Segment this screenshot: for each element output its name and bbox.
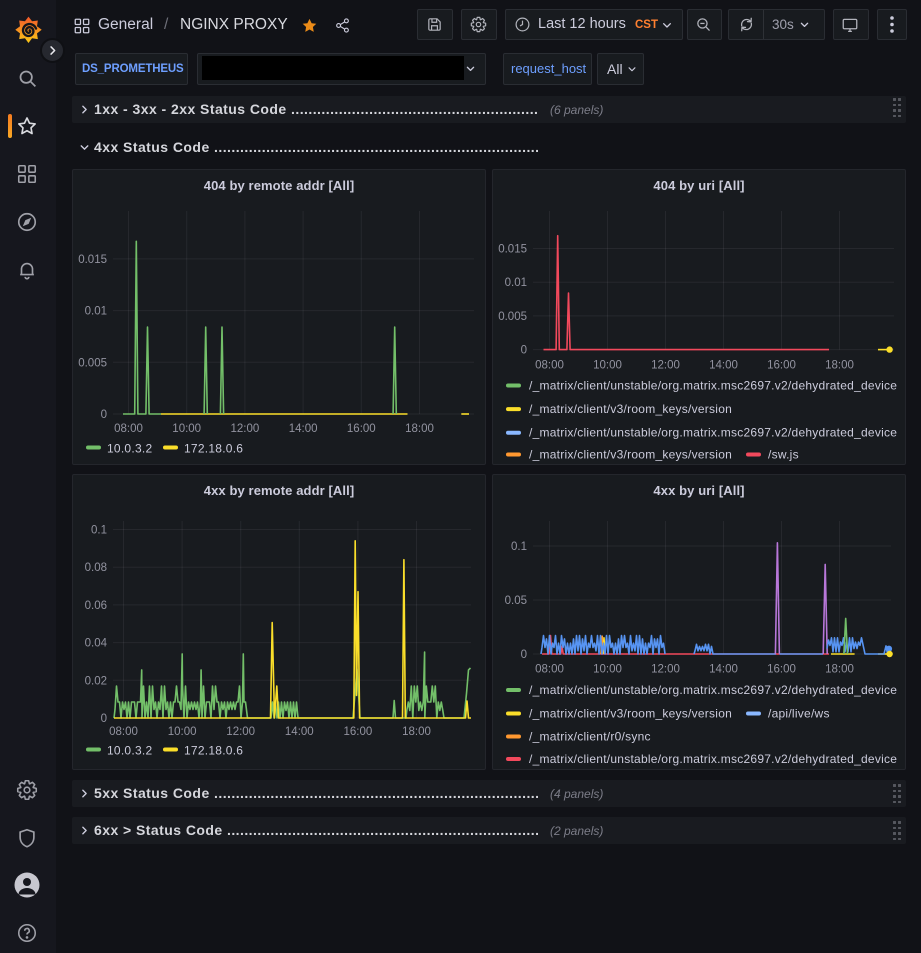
svg-text:12:00: 12:00 bbox=[651, 360, 680, 372]
svg-text:08:00: 08:00 bbox=[535, 360, 564, 372]
svg-text:0: 0 bbox=[521, 649, 527, 661]
svg-text:08:00: 08:00 bbox=[535, 664, 564, 676]
svg-text:16:00: 16:00 bbox=[347, 423, 376, 435]
svg-text:10:00: 10:00 bbox=[172, 423, 201, 435]
svg-text:/api/live/ws: /api/live/ws bbox=[768, 707, 830, 721]
svg-text:/_matrix/client/v3/room_keys/v: /_matrix/client/v3/room_keys/version bbox=[529, 707, 732, 721]
svg-text:12:00: 12:00 bbox=[231, 423, 260, 435]
svg-text:0.015: 0.015 bbox=[498, 244, 527, 256]
svg-text:10:00: 10:00 bbox=[593, 360, 622, 372]
svg-text:14:00: 14:00 bbox=[289, 423, 318, 435]
svg-text:18:00: 18:00 bbox=[405, 423, 434, 435]
svg-text:0.01: 0.01 bbox=[85, 306, 107, 318]
svg-text:18:00: 18:00 bbox=[825, 360, 854, 372]
svg-text:10.0.3.2: 10.0.3.2 bbox=[107, 744, 152, 758]
svg-text:/_matrix/client/unstable/org.m: /_matrix/client/unstable/org.matrix.msc2… bbox=[529, 426, 897, 440]
svg-text:10:00: 10:00 bbox=[168, 726, 197, 738]
svg-text:0.005: 0.005 bbox=[498, 311, 527, 323]
svg-text:0: 0 bbox=[101, 409, 107, 421]
svg-text:08:00: 08:00 bbox=[109, 726, 138, 738]
svg-text:/_matrix/client/unstable/org.m: /_matrix/client/unstable/org.matrix.msc2… bbox=[529, 683, 897, 697]
svg-text:/_matrix/client/v3/room_keys/v: /_matrix/client/v3/room_keys/version bbox=[529, 402, 732, 416]
svg-text:0.06: 0.06 bbox=[85, 600, 107, 612]
svg-text:08:00: 08:00 bbox=[114, 423, 143, 435]
svg-text:10:00: 10:00 bbox=[593, 664, 622, 676]
svg-text:/_matrix/client/unstable/org.m: /_matrix/client/unstable/org.matrix.msc2… bbox=[529, 752, 897, 766]
svg-text:0.04: 0.04 bbox=[85, 638, 108, 650]
svg-text:16:00: 16:00 bbox=[767, 360, 796, 372]
svg-text:/_matrix/client/unstable/org.m: /_matrix/client/unstable/org.matrix.msc2… bbox=[529, 379, 897, 393]
svg-text:0: 0 bbox=[521, 345, 527, 357]
svg-text:16:00: 16:00 bbox=[767, 664, 796, 676]
svg-text:/_matrix/client/v3/room_keys/v: /_matrix/client/v3/room_keys/version bbox=[529, 448, 732, 462]
svg-text:12:00: 12:00 bbox=[651, 664, 680, 676]
svg-text:18:00: 18:00 bbox=[402, 726, 431, 738]
svg-text:14:00: 14:00 bbox=[709, 360, 738, 372]
svg-text:18:00: 18:00 bbox=[825, 664, 854, 676]
svg-text:12:00: 12:00 bbox=[226, 726, 255, 738]
svg-text:0.05: 0.05 bbox=[505, 595, 527, 607]
svg-text:0.005: 0.005 bbox=[78, 357, 107, 369]
svg-text:/sw.js: /sw.js bbox=[768, 448, 799, 462]
svg-text:0.015: 0.015 bbox=[78, 254, 107, 266]
svg-text:0.1: 0.1 bbox=[511, 541, 527, 553]
svg-text:14:00: 14:00 bbox=[709, 664, 738, 676]
svg-text:0.1: 0.1 bbox=[91, 525, 107, 537]
svg-text:0: 0 bbox=[101, 713, 107, 725]
svg-text:16:00: 16:00 bbox=[344, 726, 373, 738]
svg-text:172.18.0.6: 172.18.0.6 bbox=[184, 744, 243, 758]
svg-text:172.18.0.6: 172.18.0.6 bbox=[184, 442, 243, 456]
svg-text:14:00: 14:00 bbox=[285, 726, 314, 738]
svg-text:0.01: 0.01 bbox=[505, 277, 527, 289]
svg-text:/_matrix/client/r0/sync: /_matrix/client/r0/sync bbox=[529, 730, 651, 744]
svg-text:0.08: 0.08 bbox=[85, 562, 107, 574]
svg-text:0.02: 0.02 bbox=[85, 675, 107, 687]
svg-text:10.0.3.2: 10.0.3.2 bbox=[107, 442, 152, 456]
